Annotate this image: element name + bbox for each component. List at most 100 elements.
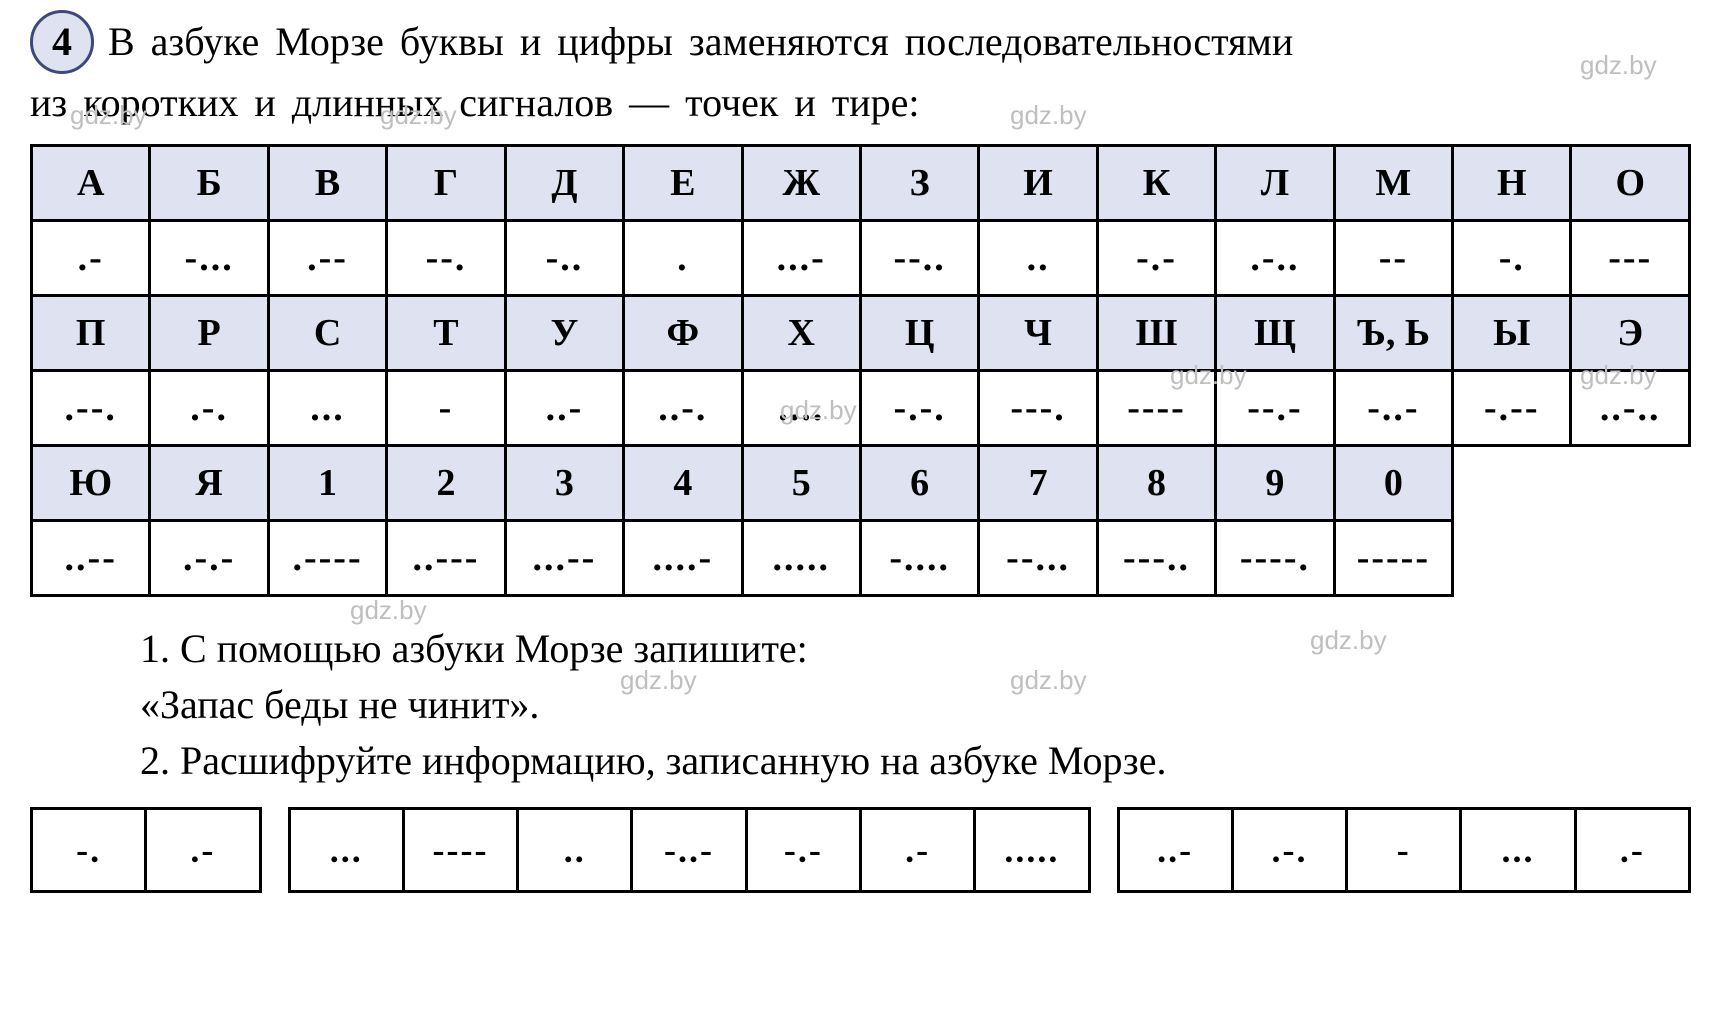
morse-code-cell: - bbox=[387, 371, 505, 446]
morse-alphabet-table: АБВГДЕЖЗИКЛМНО.--....----.-......---....… bbox=[30, 144, 1691, 597]
tasks-block: 1. С помощью азбуки Морзе запишите: «Зап… bbox=[140, 621, 1691, 789]
decode-cell: ..... bbox=[975, 809, 1089, 892]
intro-text: 4 В азбуке Морзе буквы и цифры заменяютс… bbox=[30, 10, 1691, 130]
morse-letter-cell: И bbox=[979, 146, 1097, 221]
morse-letter-cell: Б bbox=[150, 146, 268, 221]
morse-code-cell: ...-- bbox=[505, 521, 623, 596]
morse-letter-cell: Ц bbox=[860, 296, 978, 371]
morse-code-cell: -.-- bbox=[1453, 371, 1571, 446]
morse-code-cell: --... bbox=[979, 521, 1097, 596]
morse-letter-cell: Х bbox=[742, 296, 860, 371]
morse-code-cell: --. bbox=[387, 221, 505, 296]
exercise-number-badge: 4 bbox=[30, 10, 94, 74]
morse-code-cell: ..- bbox=[505, 371, 623, 446]
morse-letter-cell: Ъ, Ь bbox=[1334, 296, 1452, 371]
morse-letter-cell: Р bbox=[150, 296, 268, 371]
morse-code-cell bbox=[1453, 521, 1571, 596]
morse-letter-cell: 9 bbox=[1216, 446, 1334, 521]
decode-cell: ... bbox=[289, 809, 403, 892]
morse-letter-cell: Щ bbox=[1216, 296, 1334, 371]
morse-letter-cell: 6 bbox=[860, 446, 978, 521]
decode-cell: -. bbox=[32, 809, 146, 892]
decode-cell: .- bbox=[1575, 809, 1689, 892]
morse-letter-cell: 3 bbox=[505, 446, 623, 521]
decode-cell: -.- bbox=[746, 809, 860, 892]
morse-code-cell: ----- bbox=[1334, 521, 1452, 596]
morse-code-cell: -... bbox=[150, 221, 268, 296]
morse-code-cell: --.. bbox=[860, 221, 978, 296]
morse-letter-cell: 8 bbox=[1097, 446, 1215, 521]
morse-code-cell: ..--- bbox=[387, 521, 505, 596]
morse-letter-cell: Ч bbox=[979, 296, 1097, 371]
morse-letter-cell: 2 bbox=[387, 446, 505, 521]
morse-letter-cell: 4 bbox=[624, 446, 742, 521]
morse-code-cell: .--. bbox=[32, 371, 150, 446]
decode-cell: - bbox=[1347, 809, 1461, 892]
task-2: 2. Расшифруйте информацию, записанную на… bbox=[140, 733, 1691, 789]
morse-letter-cell: Ы bbox=[1453, 296, 1571, 371]
morse-code-cell: -.- bbox=[1097, 221, 1215, 296]
morse-code-cell: ..-. bbox=[624, 371, 742, 446]
morse-code-cell bbox=[1571, 521, 1690, 596]
morse-letter-cell: Л bbox=[1216, 146, 1334, 221]
morse-letter-cell: 7 bbox=[979, 446, 1097, 521]
morse-code-cell: . bbox=[624, 221, 742, 296]
morse-code-cell: --.- bbox=[1216, 371, 1334, 446]
morse-letter-cell: Д bbox=[505, 146, 623, 221]
morse-code-cell: ....- bbox=[624, 521, 742, 596]
morse-code-cell: .. bbox=[979, 221, 1097, 296]
morse-letter-cell: Ж bbox=[742, 146, 860, 221]
morse-code-cell: .-.- bbox=[150, 521, 268, 596]
decode-gap bbox=[260, 809, 289, 892]
morse-letter-cell: У bbox=[505, 296, 623, 371]
intro-line2-text: из коротких и длинных сигналов — точек и… bbox=[30, 76, 1691, 130]
morse-code-cell: ---.. bbox=[1097, 521, 1215, 596]
morse-letter-cell: Э bbox=[1571, 296, 1690, 371]
morse-letter-cell: П bbox=[32, 296, 150, 371]
morse-letter-cell: В bbox=[268, 146, 386, 221]
morse-code-cell: .-. bbox=[150, 371, 268, 446]
morse-code-cell: ...- bbox=[742, 221, 860, 296]
morse-code-cell: ..-- bbox=[32, 521, 150, 596]
morse-letter-cell: Е bbox=[624, 146, 742, 221]
morse-letter-cell: С bbox=[268, 296, 386, 371]
morse-letter-cell: З bbox=[860, 146, 978, 221]
morse-letter-cell: Ю bbox=[32, 446, 150, 521]
decode-cell: ..- bbox=[1118, 809, 1232, 892]
morse-letter-cell: Т bbox=[387, 296, 505, 371]
page-root: 4 В азбуке Морзе буквы и цифры заменяютс… bbox=[0, 0, 1721, 923]
morse-letter-cell: 0 bbox=[1334, 446, 1452, 521]
morse-letter-cell: Н bbox=[1453, 146, 1571, 221]
morse-letter-cell: Ш bbox=[1097, 296, 1215, 371]
morse-code-cell: -.. bbox=[505, 221, 623, 296]
morse-code-cell: ... bbox=[268, 371, 386, 446]
decode-cell: .. bbox=[518, 809, 632, 892]
decode-cell: .-. bbox=[1232, 809, 1346, 892]
task-1-line1: 1. С помощью азбуки Морзе запишите: bbox=[140, 621, 1691, 677]
morse-letter-cell: Г bbox=[387, 146, 505, 221]
morse-letter-cell: Я bbox=[150, 446, 268, 521]
morse-letter-cell bbox=[1453, 446, 1571, 521]
morse-code-cell: --- bbox=[1571, 221, 1690, 296]
decode-cell: .- bbox=[860, 809, 974, 892]
morse-code-cell: .-- bbox=[268, 221, 386, 296]
morse-code-cell: -.... bbox=[860, 521, 978, 596]
morse-code-cell: .-.. bbox=[1216, 221, 1334, 296]
decode-cell: -..- bbox=[632, 809, 746, 892]
morse-code-cell: ---. bbox=[979, 371, 1097, 446]
morse-code-cell: -..- bbox=[1334, 371, 1452, 446]
morse-letter-cell: О bbox=[1571, 146, 1690, 221]
morse-letter-cell: М bbox=[1334, 146, 1452, 221]
intro-line1-text: В азбуке Морзе буквы и цифры заменяются … bbox=[108, 15, 1293, 69]
morse-code-cell: -. bbox=[1453, 221, 1571, 296]
intro-line-1: 4 В азбуке Морзе буквы и цифры заменяютс… bbox=[30, 10, 1691, 74]
decode-gap bbox=[1089, 809, 1118, 892]
morse-letter-cell: А bbox=[32, 146, 150, 221]
morse-code-cell: ---- bbox=[1097, 371, 1215, 446]
morse-code-cell: -- bbox=[1334, 221, 1452, 296]
morse-letter-cell: К bbox=[1097, 146, 1215, 221]
decode-cell: .- bbox=[146, 809, 260, 892]
morse-letter-cell bbox=[1571, 446, 1690, 521]
morse-code-cell: ----. bbox=[1216, 521, 1334, 596]
morse-letter-cell: Ф bbox=[624, 296, 742, 371]
